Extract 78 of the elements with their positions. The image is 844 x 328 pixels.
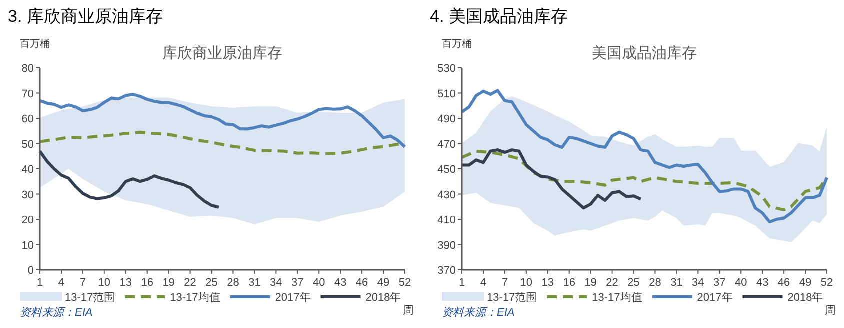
x-tick-label: 46: [356, 277, 368, 289]
x-tick-label: 28: [649, 277, 662, 289]
legend-label: 13-17均值: [592, 292, 642, 304]
y-tick-label: 470: [438, 138, 456, 151]
x-tick-label: 4: [58, 277, 65, 289]
x-axis-title: 周: [403, 305, 414, 317]
y-axis-title: 百万桶: [442, 38, 472, 50]
line-series: [460, 89, 828, 224]
legend-label: 2017年: [275, 292, 311, 304]
y-tick-label: 370: [438, 265, 456, 277]
x-tick-label: 10: [520, 277, 533, 289]
x-tick-label: 34: [270, 277, 282, 289]
x-tick-label: 22: [606, 277, 618, 289]
x-tick-label: 34: [692, 277, 704, 289]
x-tick-label: 1: [458, 277, 466, 289]
legend-label: 13-17范围: [65, 291, 116, 304]
y-tick-label: 410: [438, 214, 456, 226]
y-tick-label: 530: [438, 63, 456, 75]
x-tick-label: 37: [292, 277, 304, 289]
x-tick-label: 7: [80, 277, 86, 289]
y-tick-label: 390: [438, 240, 456, 252]
y-tick-label: 60: [22, 114, 34, 126]
x-tick-label: 46: [778, 277, 790, 289]
legend-label: 2018年: [788, 292, 824, 304]
x-tick-label: 52: [820, 277, 834, 289]
line-series: [38, 130, 406, 156]
y-tick-label: 40: [22, 164, 34, 176]
x-tick-label: 31: [670, 277, 683, 289]
x-tick-label: 40: [734, 277, 748, 289]
y-axis-title: 百万桶: [20, 38, 50, 50]
x-tick-label: 4: [480, 277, 487, 289]
x-tick-label: 13: [542, 277, 554, 289]
x-tick-label: 40: [312, 277, 326, 289]
x-tick-label: 13: [120, 277, 132, 289]
x-tick-label: 49: [799, 277, 812, 289]
legend-label: 13-17范围: [487, 291, 538, 304]
line-series: [38, 93, 406, 149]
x-tick-label: 31: [248, 277, 261, 289]
x-tick-label: 10: [98, 277, 111, 289]
y-tick-label: 20: [22, 214, 34, 226]
x-tick-label: 49: [377, 277, 390, 289]
line-series: [460, 148, 642, 210]
chart-subtitle: 库欣商业原油库存: [162, 45, 282, 62]
chart-subtitle: 美国成品油库存: [592, 45, 697, 62]
line-series: [38, 150, 220, 209]
x-tick-label: 22: [184, 277, 196, 289]
y-tick-label: 490: [438, 114, 456, 126]
legend-label: 13-17均值: [170, 292, 220, 304]
chart-title: 3. 库欣商业原油库存: [8, 7, 163, 26]
x-tick-label: 7: [502, 277, 508, 289]
x-tick-label: 25: [206, 277, 218, 289]
x-tick-label: 16: [563, 277, 576, 289]
x-tick-label: 1: [36, 277, 44, 289]
x-tick-label: 16: [141, 277, 154, 289]
text: 资料来源：EIA: [20, 306, 93, 319]
legend-label: 2017年: [697, 292, 733, 304]
line-series: [460, 150, 828, 212]
x-tick-label: 43: [334, 277, 347, 289]
y-tick-label: 30: [22, 189, 34, 202]
x-axis-title: 周: [825, 305, 836, 317]
text: 资料来源：EIA: [442, 306, 515, 319]
x-tick-label: 19: [584, 277, 597, 289]
chart-title: 4. 美国成品油库存: [430, 7, 568, 26]
x-tick-label: 52: [398, 277, 412, 289]
y-tick-label: 70: [22, 88, 34, 100]
y-tick-label: 10: [22, 240, 34, 252]
y-tick-label: 510: [438, 88, 456, 100]
x-tick-label: 28: [227, 277, 240, 289]
y-tick-label: 50: [22, 138, 34, 151]
y-tick-label: 430: [438, 189, 456, 202]
x-tick-label: 25: [628, 277, 640, 289]
y-tick-label: 80: [22, 63, 34, 75]
x-tick-label: 43: [756, 277, 769, 289]
x-tick-label: 37: [714, 277, 726, 289]
y-tick-label: 450: [438, 164, 456, 176]
legend-label: 2018年: [366, 292, 402, 304]
x-tick-label: 19: [162, 277, 175, 289]
y-tick-label: 0: [28, 265, 34, 277]
